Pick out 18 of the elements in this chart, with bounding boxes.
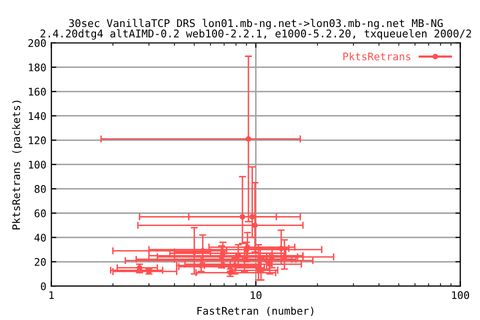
y-tick-label: 100 (28, 160, 46, 169)
chart-title: 30sec VanillaTCP DRS lon01.mb-ng.net->lon03.mb-ng.net MB-NG 2.4.20dtg4 altAIMD-0.2 web100-2.2.1, e1000-5.2.20, txqueuelen 2000/2 (40, 18, 472, 40)
y-axis-title: PktsRetrans (packets) (12, 100, 22, 230)
y-tick-label: 0 (40, 282, 46, 290)
y-tick-label: 80 (34, 185, 46, 193)
y-tick-label: 140 (28, 112, 46, 120)
x-tick-label: 10 (250, 291, 262, 300)
legend-label: PktsRetrans (343, 52, 410, 60)
x-tick-label: 100 (452, 291, 470, 300)
y-tick-label: 180 (28, 63, 46, 72)
y-tick-label: 20 (34, 258, 46, 266)
x-tick-label: 1 (49, 291, 54, 299)
y-tick-label: 200 (28, 39, 46, 48)
y-tick-label: 120 (28, 136, 46, 144)
y-tick-label: 40 (34, 234, 46, 242)
y-tick-label: 60 (34, 209, 46, 218)
x-axis-title: FastRetran (number) (197, 306, 314, 316)
y-tick-label: 160 (28, 88, 46, 96)
